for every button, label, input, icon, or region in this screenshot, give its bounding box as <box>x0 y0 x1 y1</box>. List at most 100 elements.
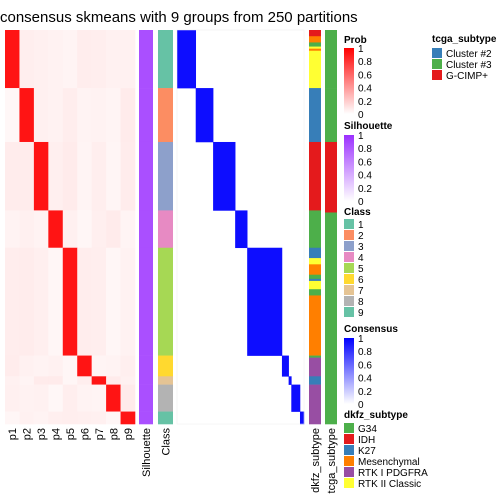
dkfz-segment-3 <box>309 46 321 49</box>
dkfz-segment-10 <box>309 258 321 265</box>
prob-label-p5: p5 <box>65 428 77 440</box>
prob-cell-g8-p3 <box>33 384 49 412</box>
class-legend-swatch-1 <box>344 230 354 240</box>
class-legend-swatch-8 <box>344 307 354 317</box>
prob-legend-tick-3: 0.4 <box>358 84 372 95</box>
column-labels: p1 p2 p3 p4 p5 p6 p7 p8 p9 Silhouette Class dkfz_su… <box>7 428 338 494</box>
dkfz-label: dkfz_subtype <box>310 428 322 493</box>
dkfz-legend-label-0: G34 <box>358 424 377 435</box>
tcga-legend-label-2: G-CIMP+ <box>446 71 488 82</box>
prob-cell-g4-p4 <box>48 210 64 249</box>
prob-cell-g5-p1 <box>5 247 20 356</box>
prob-cell-g8-p6 <box>77 384 92 412</box>
prob-cell-g7-p2 <box>19 376 35 385</box>
class-bar <box>158 30 173 425</box>
class-cell-3 <box>158 141 173 211</box>
class-label: Class <box>161 428 173 456</box>
tcga-segment-1 <box>325 88 337 143</box>
dkfz-segment-18 <box>309 357 321 377</box>
prob-cell-g1-p6 <box>77 30 92 89</box>
dkfz-legend-title: dkfz_subtype <box>344 410 408 421</box>
class-legend-swatch-6 <box>344 285 354 295</box>
prob-cell-g3-p9 <box>120 141 136 211</box>
prob-cell-g6-p4 <box>48 355 64 377</box>
prob-cell-g6-p1 <box>5 355 20 377</box>
prob-cell-g5-p6 <box>77 247 92 356</box>
prob-legend-tick-4: 0.2 <box>358 97 372 108</box>
class-legend-label-6: 7 <box>358 286 364 297</box>
silhouette-cell-class-4 <box>139 210 153 249</box>
dkfz-legend-swatch-5 <box>344 478 354 488</box>
prob-cell-g7-p1 <box>5 376 20 385</box>
class-legend-label-1: 2 <box>358 231 364 242</box>
silhouette-legend-tick-2: 0.6 <box>358 157 372 168</box>
prob-label-p3: p3 <box>36 428 48 440</box>
dkfz-segment-20 <box>309 384 321 425</box>
consensus-block-class-8 <box>291 384 301 412</box>
prob-cell-g8-p4 <box>48 384 64 412</box>
dkfz-legend-label-4: RTK I PDGFRA <box>358 468 428 479</box>
dkfz-segment-7 <box>309 141 321 211</box>
dkfz-segment-8 <box>309 210 321 249</box>
prob-cell-g9-p8 <box>106 411 121 425</box>
class-cell-6 <box>158 355 173 377</box>
consensus-block-class-6 <box>281 355 289 377</box>
silhouette-cell-class-8 <box>139 384 153 412</box>
silhouette-legend-tick-1: 0.8 <box>358 144 372 155</box>
silhouette-legend-tick-5: 0 <box>358 197 364 208</box>
prob-cell-g6-p9 <box>120 355 136 377</box>
tcga-legend-swatch-1 <box>432 59 442 69</box>
prob-cell-g8-p5 <box>62 384 78 412</box>
consensus-legend-tick-3: 0.4 <box>358 374 372 385</box>
tcga-segment-0 <box>325 30 337 89</box>
silhouette-cell-class-5 <box>139 247 153 356</box>
prob-cell-g1-p7 <box>91 30 107 89</box>
prob-cell-g3-p3 <box>33 141 49 211</box>
prob-cell-g5-p4 <box>48 247 64 356</box>
prob-cell-g7-p6 <box>77 376 92 385</box>
prob-cell-g4-p5 <box>62 210 78 249</box>
class-legend-title: Class <box>344 207 371 218</box>
silhouette-legend-tick-4: 0.2 <box>358 184 372 195</box>
silhouette-cell-class-2 <box>139 88 153 143</box>
dkfz-legend-swatch-4 <box>344 467 354 477</box>
dkfz-legend-label-1: IDH <box>358 435 375 446</box>
consensus-legend-tick-5: 0 <box>358 400 364 411</box>
consensus-legend-title: Consensus <box>344 324 398 335</box>
prob-cell-g6-p2 <box>19 355 35 377</box>
dkfz-legend-swatch-1 <box>344 434 354 444</box>
prob-cell-g5-p8 <box>106 247 121 356</box>
prob-cell-g7-p4 <box>48 376 64 385</box>
prob-cell-g5-p7 <box>91 247 107 356</box>
prob-cell-g2-p5 <box>62 88 78 143</box>
probability-heatmap <box>5 30 136 425</box>
dkfz-segment-9 <box>309 247 321 259</box>
dkfz-segment-5 <box>309 50 321 89</box>
prob-cell-g8-p1 <box>5 384 20 412</box>
tcga-subtype-bar <box>325 30 337 425</box>
dkfz-legend-swatch-2 <box>344 445 354 455</box>
prob-cell-g8-p7 <box>91 384 107 412</box>
tcga-legend-swatch-0 <box>432 48 442 58</box>
consensus-block-class-7 <box>288 376 292 385</box>
prob-cell-g4-p7 <box>91 210 107 249</box>
silhouette-legend-title: Silhouette <box>344 121 393 132</box>
prob-cell-g4-p9 <box>120 210 136 249</box>
dkfz-segment-6 <box>309 88 321 143</box>
dkfz-segment-1 <box>309 36 321 43</box>
prob-label-p2: p2 <box>22 428 34 440</box>
prob-cell-g9-p9 <box>120 411 136 425</box>
prob-cell-g1-p2 <box>19 30 35 89</box>
prob-cell-g6-p6 <box>77 355 92 377</box>
prob-cell-g9-p4 <box>48 411 64 425</box>
prob-cell-g6-p3 <box>33 355 49 377</box>
prob-label-p8: p8 <box>108 428 120 440</box>
class-cell-7 <box>158 376 173 385</box>
class-legend-swatch-7 <box>344 296 354 306</box>
prob-label-p1: p1 <box>7 428 19 440</box>
prob-cell-g2-p2 <box>19 88 35 143</box>
class-cell-8 <box>158 384 173 412</box>
class-cell-4 <box>158 210 173 249</box>
prob-cell-g2-p1 <box>5 88 20 143</box>
